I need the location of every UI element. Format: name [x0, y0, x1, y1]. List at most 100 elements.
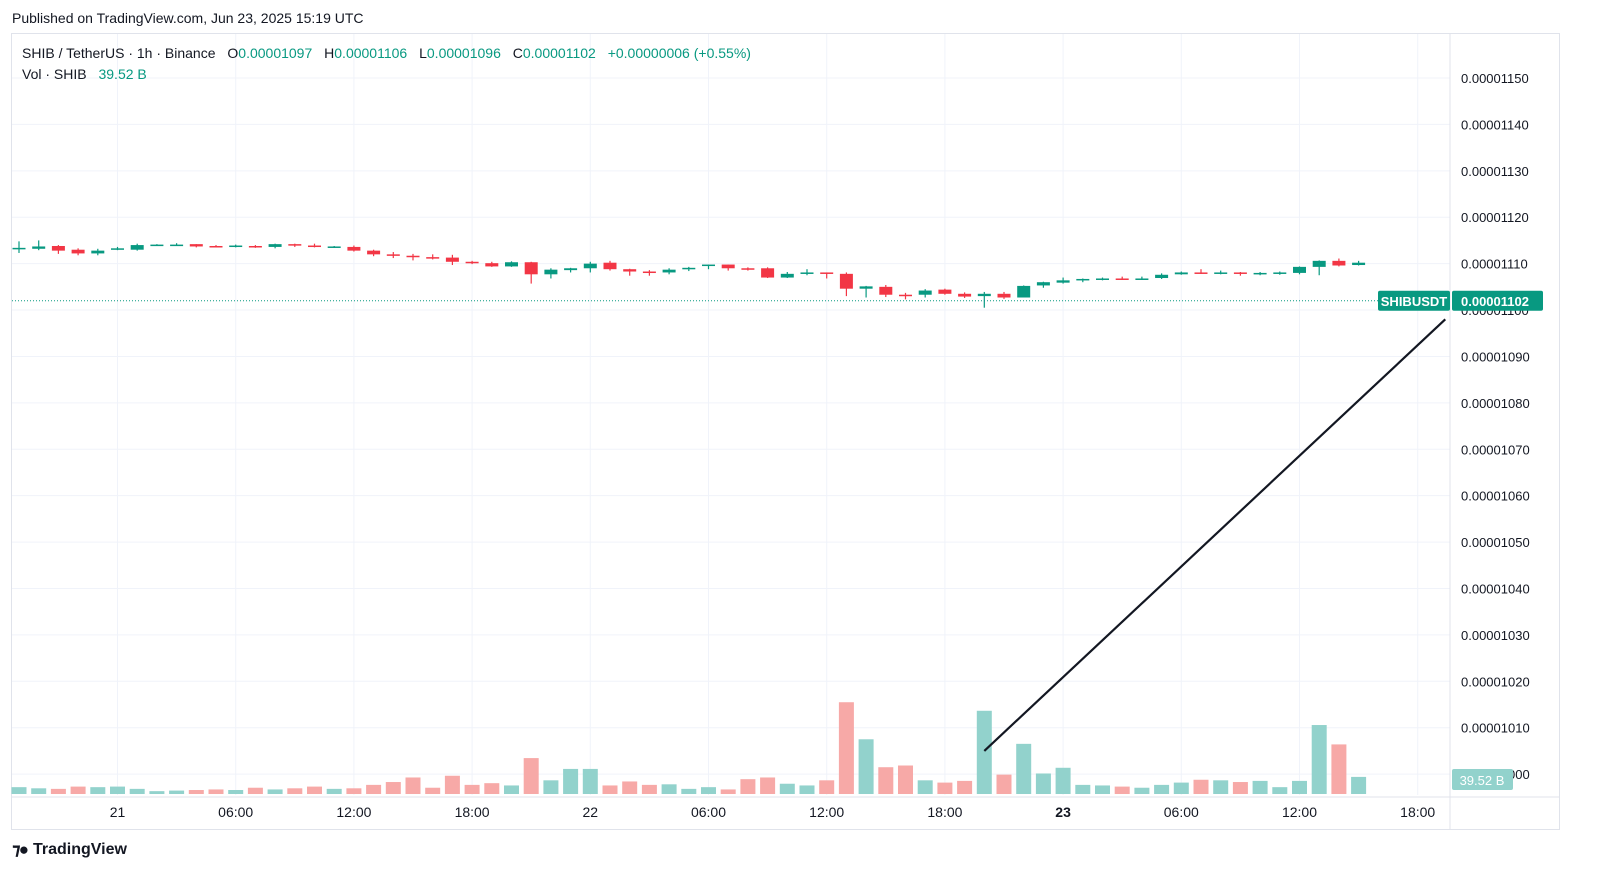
- price-tick-label: 0.00001070: [1461, 442, 1530, 457]
- volume-bar: [1154, 784, 1170, 794]
- candle-body: [623, 269, 637, 272]
- candle-body: [839, 273, 853, 289]
- symbol-badge-label: SHIBUSDT: [1381, 294, 1448, 309]
- price-tick-label: 0.00001030: [1461, 628, 1530, 643]
- volume-bar: [1095, 785, 1110, 794]
- volume-bar: [149, 791, 165, 794]
- volume-bar: [701, 787, 716, 794]
- tradingview-brand[interactable]: ⁊● TradingView: [12, 840, 127, 860]
- candle: [1135, 276, 1149, 280]
- candle: [702, 264, 715, 270]
- candle: [682, 266, 696, 272]
- candle: [111, 246, 124, 251]
- candle-body: [524, 262, 538, 275]
- volume-bar: [957, 780, 973, 794]
- time-tick-label: 23: [1055, 804, 1071, 820]
- candle: [71, 248, 85, 256]
- candle-body: [583, 263, 597, 269]
- candle: [229, 244, 243, 248]
- high-value: 0.00001106: [334, 45, 408, 61]
- candle-body: [1076, 278, 1090, 281]
- volume-bar: [1035, 773, 1051, 794]
- volume-bar: [504, 785, 519, 794]
- candle: [1332, 258, 1346, 267]
- volume-bar: [1351, 776, 1367, 794]
- volume-bar: [169, 790, 185, 794]
- volume-label[interactable]: Vol · SHIB: [22, 66, 87, 82]
- time-axis: 21 06:00 12:00 18:00 22 06:00 12:00 18:00 23 06:0…: [110, 804, 1436, 820]
- volume-badge-bg: [1452, 769, 1513, 790]
- volume-bar: [484, 783, 500, 794]
- candle: [130, 243, 144, 251]
- candle: [288, 243, 302, 247]
- volume-bar: [720, 789, 736, 794]
- candles: [12, 240, 1366, 308]
- volume-bar: [425, 787, 441, 794]
- volume-bar: [1173, 782, 1189, 794]
- volume-bar: [1075, 784, 1091, 794]
- candle: [524, 261, 538, 284]
- candle-body: [32, 246, 46, 249]
- volume-bar: [1016, 743, 1032, 794]
- candle-body: [1293, 266, 1306, 273]
- volume-bar: [228, 790, 244, 794]
- candle: [445, 254, 459, 266]
- candle: [1214, 270, 1228, 275]
- published-caption: Published on TradingView.com, Jun 23, 20…: [12, 10, 364, 26]
- candle-body: [229, 245, 243, 248]
- volume-bar: [1193, 779, 1209, 794]
- volume-bar: [385, 782, 401, 794]
- candle-body: [1174, 272, 1188, 275]
- candle-body: [1017, 285, 1031, 298]
- close-value: 0.00001102: [522, 45, 596, 61]
- candle-body: [1115, 278, 1129, 280]
- volume-bar: [523, 758, 539, 794]
- candle: [406, 253, 420, 261]
- candle-body: [426, 257, 440, 259]
- time-tick-label: 18:00: [455, 804, 490, 820]
- candle: [1096, 277, 1109, 281]
- volume-bar: [366, 784, 382, 794]
- candle-body: [958, 293, 972, 297]
- volume-bar: [563, 768, 579, 794]
- candle: [170, 243, 184, 247]
- volume-bar: [1331, 744, 1347, 794]
- volume-bar: [287, 788, 303, 794]
- candle: [603, 260, 617, 271]
- candle-body: [997, 293, 1011, 298]
- volume-bar: [1232, 782, 1248, 794]
- candle-body: [465, 261, 479, 264]
- candle: [386, 252, 400, 259]
- volume-bar: [622, 781, 638, 794]
- candle: [564, 267, 578, 273]
- volume-bars: [11, 702, 1367, 794]
- low-value: 0.00001096: [426, 45, 501, 61]
- candle: [997, 291, 1011, 299]
- price-tick-label: 0.00001090: [1461, 349, 1530, 364]
- volume-bar: [838, 702, 854, 794]
- candle: [1273, 271, 1287, 275]
- candle-body: [1233, 272, 1247, 274]
- price-tick-label: 0.00001050: [1461, 535, 1530, 550]
- candle: [32, 240, 46, 251]
- candle-body: [977, 293, 991, 297]
- candle: [1076, 278, 1090, 283]
- volume-bar: [129, 788, 145, 794]
- candle: [1253, 271, 1267, 276]
- candle-body: [564, 268, 578, 271]
- candle-body: [91, 250, 105, 254]
- candle-body: [780, 273, 794, 278]
- symbol-label[interactable]: SHIB / TetherUS · 1h · Binance: [22, 45, 216, 61]
- candle: [91, 248, 105, 256]
- candle-body: [1194, 272, 1208, 274]
- volume-bar: [582, 768, 598, 794]
- candle: [820, 272, 834, 279]
- volume-bar: [543, 780, 559, 794]
- candle-body: [918, 290, 932, 295]
- price-tick-label: 0.00001040: [1461, 581, 1530, 596]
- volume-bar: [50, 788, 66, 794]
- candle-body: [1135, 278, 1149, 280]
- price-tick-label: 0.00001010: [1461, 721, 1530, 736]
- price-axis: 0.000010000.000010100.000010200.00001030…: [1461, 71, 1530, 782]
